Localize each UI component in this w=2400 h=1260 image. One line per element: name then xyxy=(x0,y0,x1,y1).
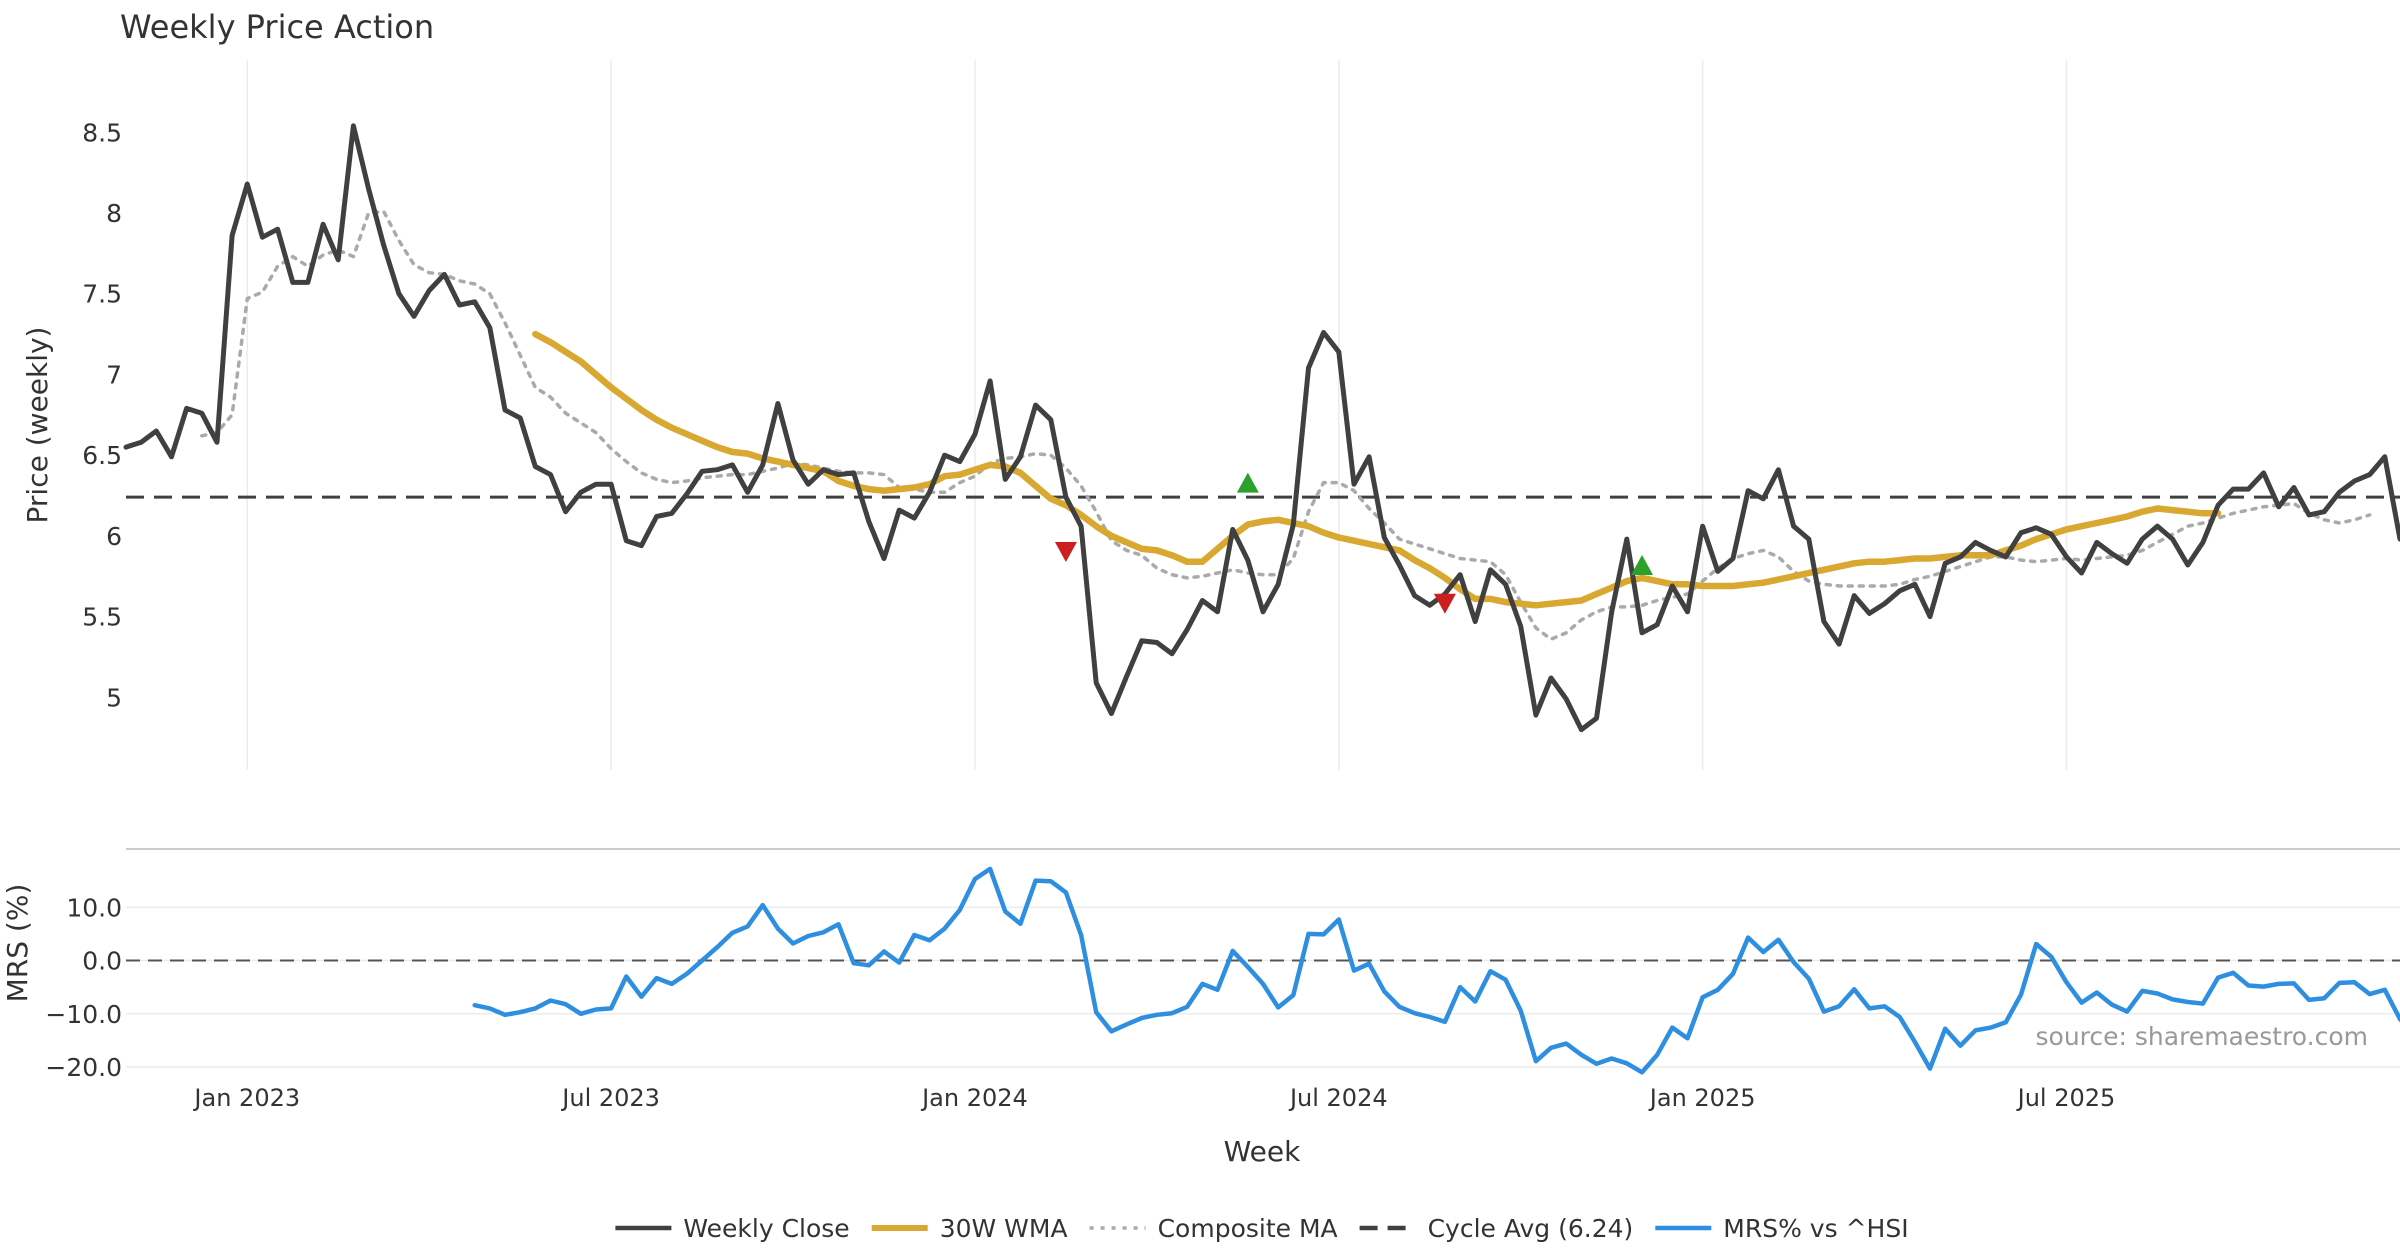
legend-item: 30W WMA xyxy=(871,1214,1068,1243)
chart-title: Weekly Price Action xyxy=(120,8,434,46)
price-y-tick-label: 5.5 xyxy=(82,603,122,632)
mrs-series xyxy=(472,866,2400,1075)
legend-item: Composite MA xyxy=(1089,1214,1338,1243)
mrs-y-tick-label: 10.0 xyxy=(66,893,122,922)
price-y-tick-label: 7 xyxy=(106,360,122,389)
composite-ma-line xyxy=(200,209,2372,641)
price-y-tick-label: 6 xyxy=(106,522,122,551)
mrs-y-axis-label: MRS (%) xyxy=(1,884,34,1003)
legend-item: Weekly Close xyxy=(615,1214,850,1243)
x-axis-label: Week xyxy=(1224,1135,1301,1168)
signal-markers xyxy=(1054,472,1653,614)
sell-signal-marker xyxy=(1433,593,1456,614)
buy-signal-marker xyxy=(1631,554,1653,575)
price-y-tick-label: 8 xyxy=(106,199,122,228)
source-annotation: source: sharemaestro.com xyxy=(2036,1022,2369,1051)
sell-signal-marker xyxy=(1054,542,1077,563)
mrs-y-ticks: 10.0 0.0 −10.0 −20.0 xyxy=(45,893,122,1082)
buy-signal-marker xyxy=(1236,472,1259,493)
x-tick-label: Jan 2024 xyxy=(920,1084,1028,1112)
mrs-line xyxy=(472,866,2400,1075)
x-ticks: Jan 2023 Jul 2023 Jan 2024 Jul 2024 Jan 2025… xyxy=(192,1084,2115,1112)
mrs-y-tick-label: −20.0 xyxy=(45,1053,122,1082)
price-y-tick-label: 8.5 xyxy=(82,118,122,147)
legend: Weekly Close 30W WMA Composite MA Cycle Avg… xyxy=(615,1214,1909,1243)
legend-label: Cycle Avg (6.24) xyxy=(1428,1214,1634,1243)
legend-label: 30W WMA xyxy=(940,1214,1068,1243)
price-series xyxy=(123,123,2400,733)
mrs-y-tick-label: 0.0 xyxy=(82,947,122,976)
legend-item: MRS% vs ^HSI xyxy=(1655,1214,1909,1243)
price-y-ticks: 5 5.5 6 6.5 7 7.5 8 8.5 xyxy=(82,118,122,712)
weekly-close-line xyxy=(123,123,2400,733)
x-tick-label: Jul 2024 xyxy=(1288,1084,1388,1112)
legend-label: Composite MA xyxy=(1158,1214,1338,1243)
x-tick-label: Jan 2025 xyxy=(1648,1084,1756,1112)
price-y-tick-label: 5 xyxy=(106,683,122,712)
legend-label: MRS% vs ^HSI xyxy=(1723,1214,1908,1243)
price-y-axis-label: Price (weekly) xyxy=(21,327,54,524)
price-y-tick-label: 7.5 xyxy=(82,280,122,309)
wma-30w-line xyxy=(532,330,2222,609)
x-tick-label: Jul 2023 xyxy=(560,1084,660,1112)
price-grid xyxy=(246,60,2068,770)
legend-item: Cycle Avg (6.24) xyxy=(1359,1214,1634,1243)
x-tick-label: Jan 2023 xyxy=(192,1084,300,1112)
mrs-y-tick-label: −10.0 xyxy=(45,1000,122,1029)
legend-label: Weekly Close xyxy=(683,1214,849,1243)
x-tick-label: Jul 2025 xyxy=(2016,1084,2116,1112)
price-y-tick-label: 6.5 xyxy=(82,441,122,470)
